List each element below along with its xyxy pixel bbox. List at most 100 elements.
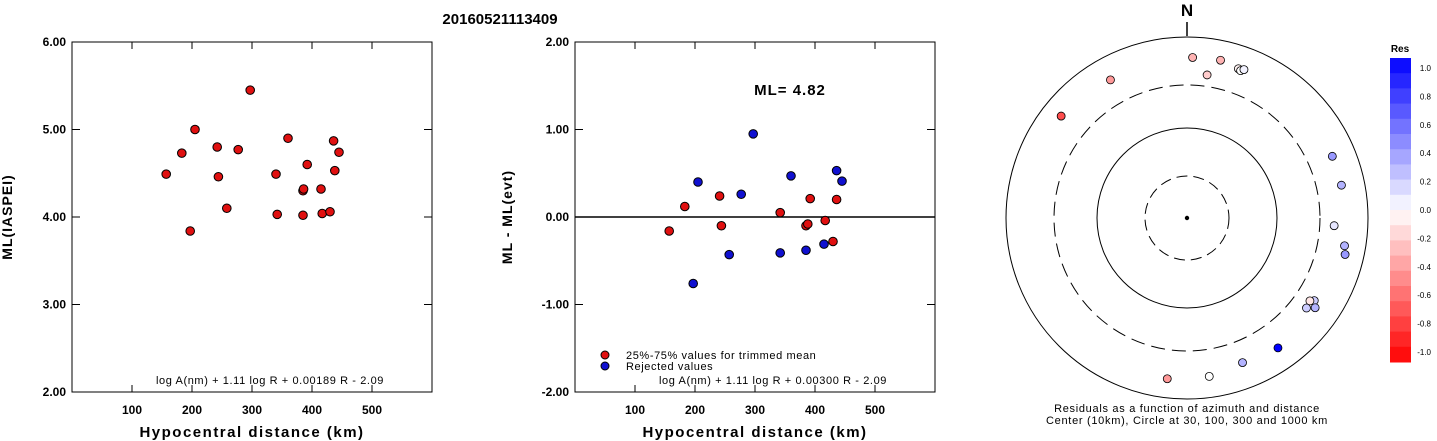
colorbar-title: Res [1391,44,1410,55]
trimmed-point [775,207,786,218]
polar-caption-line2: Center (10km), Circle at 30, 100, 300 an… [1046,415,1328,427]
station-residual-point [1302,303,1311,313]
figure-title: 20160521113409 [442,11,557,28]
y-tick-label: 1.00 [546,123,570,137]
station-residual-point [1329,221,1339,231]
data-point [328,136,339,146]
station-residual-point [1106,75,1115,85]
middle-points [664,129,847,289]
station-residual-point [1239,65,1249,75]
colorbar-cell [1390,346,1411,363]
colorbar-cell [1390,286,1411,302]
data-point [272,209,283,220]
rejected-point [724,249,735,260]
y-tick-label: -2.00 [542,385,570,399]
data-point [177,148,187,158]
trimmed-point [664,226,675,236]
colorbar-label: -0.2 [1417,234,1431,243]
data-point [245,85,255,95]
rejected-point [801,245,811,256]
middle-panel: 100 200 300 400 500 -2.00 -1.00 0.00 1.00 2.00 ML… [499,35,936,441]
colorbar-cell [1390,58,1411,74]
colorbar-label: 0.6 [1420,121,1432,130]
station-residual-point [1056,111,1066,121]
rejected-point [786,171,796,181]
data-point [298,210,308,221]
colorbar-cell [1390,331,1411,348]
station-residual-point [1310,303,1320,313]
rejected-point [819,239,829,249]
trimmed-point [805,193,816,204]
station-residual-point [1238,358,1247,368]
x-tick-label: 300 [745,403,765,417]
trimmed-point [680,201,690,212]
x-tick-label: 300 [242,403,262,417]
station-residual-point [1162,374,1172,384]
colorbar-cell [1390,225,1411,241]
colorbar-label: 0.8 [1420,92,1432,101]
x-tick-label: 200 [182,403,202,417]
colorbar-cell [1390,103,1411,120]
legend-trimmed-marker [600,350,610,360]
colorbar-cell [1390,149,1411,165]
data-point [213,171,224,182]
colorbar-cell [1390,316,1411,333]
rejected-point [748,129,759,139]
north-label: N [1181,1,1193,20]
station-residual-point [1273,343,1283,353]
x-tick-label: 400 [302,403,322,417]
colorbar-label: -0.4 [1417,263,1431,272]
colorbar-cell [1390,194,1411,211]
data-point [317,208,328,219]
y-tick-label: -1.00 [542,298,570,312]
x-tick-label: 400 [805,403,825,417]
y-tick-label: 4.00 [43,210,67,224]
rejected-point [693,177,703,187]
station-residual-point [1340,241,1349,251]
station-residual-point [1327,151,1337,161]
station-residual-point [1216,55,1225,65]
left-panel: 100 200 300 400 500 2.00 3.00 4.00 5.00 6.00 Hypo… [0,35,433,441]
colorbar-label: -0.6 [1417,291,1431,300]
colorbar: Res 1.0 0.8 0.6 0.4 0.2 0.0 -0.2 -0.4 -0.6 -0.8 -1… [1390,44,1432,363]
colorbar-label: 0.4 [1420,149,1432,158]
colorbar-labels: 1.0 0.8 0.6 0.4 0.2 0.0 -0.2 -0.4 -0.6 -0.8 -1.0 [1417,64,1431,357]
y-tick-label: 0.00 [546,210,570,224]
data-point [325,206,335,217]
data-point [316,184,326,194]
station-residual-point [1204,372,1214,381]
ring-30km [1144,175,1230,261]
data-point [185,226,195,236]
rejected-point [688,278,699,289]
center-dot [1184,215,1190,221]
rejected-point [831,165,842,176]
x-tick-label: 200 [685,403,705,417]
data-point [302,159,313,170]
colorbar-cell [1390,179,1411,196]
left-formula: log A(nm) + 1.11 log R + 0.00189 R - 2.0… [156,375,384,387]
colorbar-label: -0.8 [1417,320,1431,329]
colorbar-cell [1390,301,1411,317]
middle-legend: 25%-75% values for trimmed mean Rejected… [600,350,816,373]
data-point [334,147,344,158]
left-points [161,85,344,236]
middle-ticks: 100 200 300 400 500 -2.00 -1.00 0.00 1.00 2.00 [542,35,935,417]
trimmed-point [803,219,813,229]
data-point [271,169,281,179]
colorbar-cell [1390,134,1411,150]
middle-formula: log A(nm) + 1.11 log R + 0.00300 R - 2.0… [659,375,887,387]
colorbar-label: 1.0 [1420,64,1432,73]
rejected-point [837,176,847,186]
trimmed-point [831,194,842,205]
y-tick-label: 6.00 [43,35,67,49]
polar-caption-line1: Residuals as a function of azimuth and d… [1054,403,1320,415]
left-ylabel: ML(IASPEI) [0,174,15,259]
rejected-point [775,248,786,258]
polar-points [1056,53,1350,384]
colorbar-cells [1390,58,1411,363]
legend-rejected-label: Rejected values [626,361,713,373]
colorbar-cell [1390,210,1411,226]
ring-1000km [1005,36,1369,400]
trimmed-point [716,220,727,231]
